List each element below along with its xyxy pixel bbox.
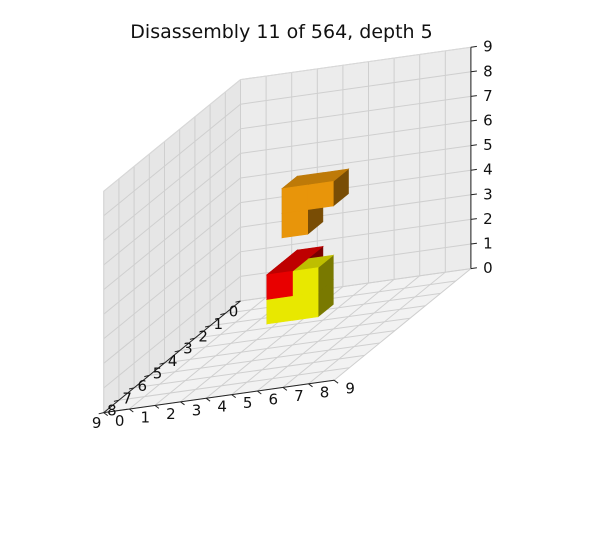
gridline-z	[103, 169, 471, 315]
voxel-face-orange	[307, 181, 334, 210]
x-tick	[144, 374, 150, 378]
y-tick	[231, 394, 236, 399]
voxels	[265, 168, 350, 325]
z-tick	[470, 144, 477, 147]
x-axis-line	[103, 300, 241, 413]
x-tick-label: 7	[122, 389, 132, 407]
z-tick	[470, 70, 477, 73]
x-tick-label: 5	[153, 365, 163, 383]
z-tick	[470, 267, 477, 270]
voxel-face-orange	[281, 209, 309, 239]
x-tick-label: 4	[168, 352, 178, 370]
x-tick-label: 2	[198, 327, 208, 345]
y-tick	[103, 412, 108, 417]
voxel-face-red	[266, 270, 293, 300]
z-tick-label: 8	[483, 62, 493, 80]
y-tick-label: 5	[243, 394, 253, 412]
y-tick-label: 7	[294, 387, 304, 405]
chart-title: Disassembly 11 of 564, depth 5	[130, 21, 433, 43]
y-tick	[282, 386, 288, 391]
x-tick	[235, 300, 241, 303]
x-tick	[174, 350, 180, 353]
gridline-z	[103, 218, 471, 364]
z-tick-label: 1	[483, 235, 493, 253]
y-axis-line	[103, 379, 335, 414]
x-tick	[189, 337, 196, 340]
x-tick	[98, 412, 104, 415]
z-tick-label: 0	[483, 259, 493, 277]
x-tick	[128, 387, 135, 390]
z-tick-label: 7	[483, 87, 493, 105]
voxel-face-yellow	[292, 291, 319, 321]
gridline-z	[103, 71, 471, 217]
z-tick-label: 4	[483, 161, 493, 179]
z-tick	[470, 218, 477, 220]
x-tick	[159, 362, 165, 365]
z-tick-label: 2	[483, 210, 493, 228]
x-tick	[113, 399, 120, 402]
y-tick	[333, 379, 339, 384]
x-tick-label: 8	[107, 402, 117, 420]
y-tick-label: 3	[192, 401, 202, 419]
z-tick-label: 5	[483, 136, 493, 154]
y-tick	[154, 404, 160, 409]
y-tick	[205, 397, 211, 402]
y-tick-label: 8	[320, 383, 330, 401]
voxel-face-yellow	[266, 295, 293, 325]
y-tick-label: 4	[217, 398, 227, 416]
back-pane	[240, 47, 471, 302]
axis-panes	[103, 47, 471, 413]
x-tick-label: 3	[183, 340, 193, 358]
y-tick-label: 9	[345, 380, 355, 398]
y-tick-label: 6	[269, 391, 279, 409]
voxel-face-yellow	[292, 267, 319, 297]
voxel-face-orange	[281, 184, 309, 214]
z-tick	[470, 45, 477, 48]
x-tick-label: 1	[214, 315, 224, 333]
z-tick-label: 3	[483, 185, 493, 203]
y-tick-label: 1	[141, 409, 151, 427]
gridline-z	[103, 243, 471, 389]
gridline-z	[103, 145, 471, 290]
gridline-z	[103, 120, 471, 266]
z-tick	[470, 168, 477, 171]
z-tick	[470, 119, 477, 122]
x-tick-label: 9	[92, 414, 102, 432]
y-tick-label: 0	[115, 412, 125, 430]
z-tick-label: 9	[483, 38, 493, 56]
y-tick-label: 2	[166, 405, 176, 423]
z-tick-label: 6	[483, 112, 493, 130]
x-tick	[204, 325, 211, 328]
y-tick	[308, 383, 313, 388]
x-tick	[220, 312, 226, 316]
z-tick	[470, 95, 477, 97]
x-tick-label: 6	[138, 377, 148, 395]
gridline-z	[103, 95, 471, 241]
x-tick-label: 0	[229, 303, 239, 321]
z-tick	[470, 242, 477, 245]
floor-pane	[103, 268, 471, 413]
left-pane	[103, 79, 241, 413]
y-tick	[180, 401, 185, 406]
y-tick	[256, 390, 262, 395]
gridline-z	[103, 194, 471, 340]
y-tick	[129, 408, 134, 413]
z-tick	[470, 193, 477, 196]
